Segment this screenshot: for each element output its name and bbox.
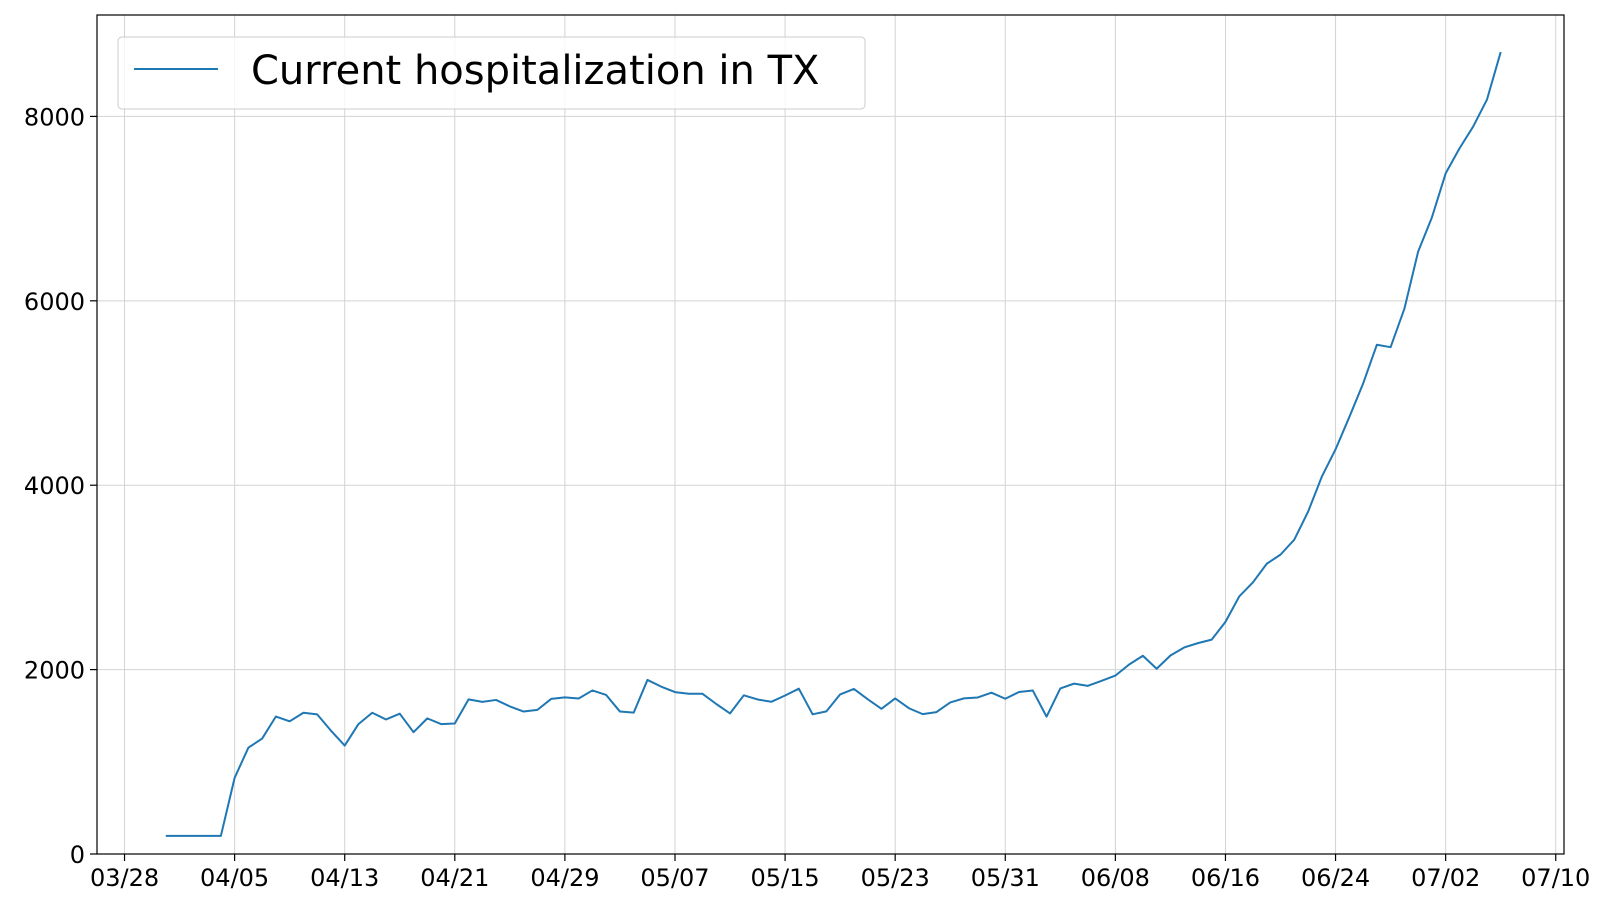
- legend-box: [117, 36, 866, 110]
- x-tick-label: 06/08: [1081, 864, 1150, 892]
- axes-frame: [96, 14, 1565, 855]
- x-tick-label: 05/31: [971, 864, 1040, 892]
- series-layer: [165, 51, 1502, 837]
- x-tick-label: 04/21: [420, 864, 489, 892]
- x-tick-label: 07/10: [1521, 864, 1590, 892]
- x-tick-label: 04/29: [530, 864, 599, 892]
- y-tick-label: 4000: [24, 472, 85, 500]
- y-tick-label: 0: [70, 841, 85, 869]
- x-tick-label: 07/02: [1411, 864, 1480, 892]
- y-axis: 0 2000 4000 6000 8000: [24, 103, 97, 869]
- legend-label: Current hospitalization in TX: [251, 48, 819, 94]
- y-tick-label: 8000: [24, 103, 85, 131]
- x-axis: 03/28 04/05 04/13 04/21 04/29 05/07 05/15 05/23…: [90, 854, 1590, 892]
- x-tick-label: 05/07: [640, 864, 709, 892]
- x-tick-label: 03/28: [90, 864, 159, 892]
- x-tick-label: 04/05: [200, 864, 269, 892]
- x-tick-label: 05/15: [751, 864, 820, 892]
- x-tick-label: 04/13: [310, 864, 379, 892]
- y-tick-label: 6000: [24, 288, 85, 316]
- legend: Current hospitalization in TX: [117, 36, 866, 110]
- x-tick-label: 06/24: [1301, 864, 1370, 892]
- x-tick-label: 05/23: [861, 864, 930, 892]
- x-tick-label: 06/16: [1191, 864, 1260, 892]
- series-line: [165, 51, 1502, 837]
- grid: [97, 15, 1564, 855]
- y-tick-label: 2000: [24, 657, 85, 685]
